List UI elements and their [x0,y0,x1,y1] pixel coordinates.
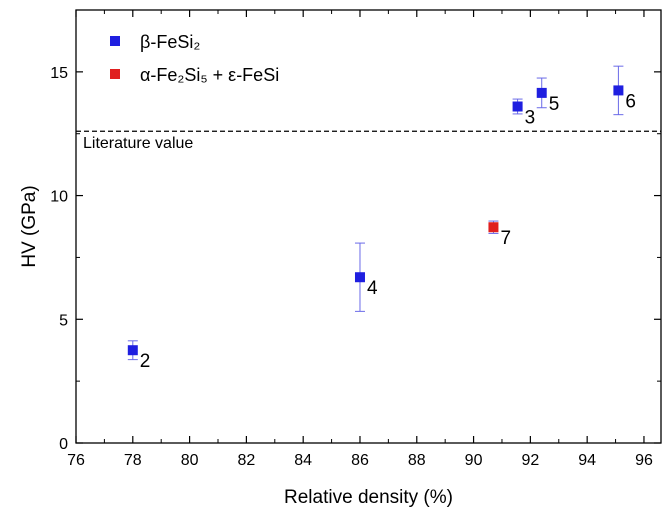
x-tick-label: 96 [635,452,653,469]
point-label: 4 [367,278,378,299]
legend-marker [110,36,120,46]
x-tick-label: 94 [578,452,596,469]
y-axis-title: HV (GPa) [19,185,40,267]
legend: β-FeSi₂ α-Fe₂Si₅ + ε-FeSi [110,32,279,85]
data-point [536,87,547,98]
reference-layer: Literature value [76,130,661,152]
data-point [354,272,365,283]
data-point [613,85,624,96]
legend-label: β-FeSi₂ [140,32,200,52]
x-tick-label: 76 [67,452,85,469]
x-tick-label: 80 [181,452,199,469]
x-tick-label: 88 [408,452,426,469]
y-tick-label: 5 [59,312,68,329]
x-tick-label: 82 [237,452,255,469]
plot-frame [75,9,662,444]
x-tick-label: 78 [124,452,142,469]
y-tick-label: 10 [50,189,68,206]
data-point [127,345,138,356]
reference-line-label: Literature value [83,135,193,152]
point-label: 3 [525,107,536,128]
y-tick-label: 15 [50,65,68,82]
y-tick-label: 0 [59,436,68,453]
legend-label: α-Fe₂Si₅ + ε-FeSi [140,65,279,85]
legend-marker [110,69,120,79]
point-label: 2 [140,351,151,372]
point-label: 5 [549,94,560,115]
x-axis-title: Relative density (%) [284,487,453,508]
x-tick-label: 90 [465,452,483,469]
data-point [512,101,523,112]
x-tick-label: 86 [351,452,369,469]
point-label: 6 [625,91,636,112]
points-layer: 2 3 4 5 6 7 [127,65,636,372]
x-tick-label: 84 [294,452,312,469]
data-point [488,222,499,233]
x-tick-label: 92 [521,452,539,469]
point-label: 7 [500,228,511,249]
